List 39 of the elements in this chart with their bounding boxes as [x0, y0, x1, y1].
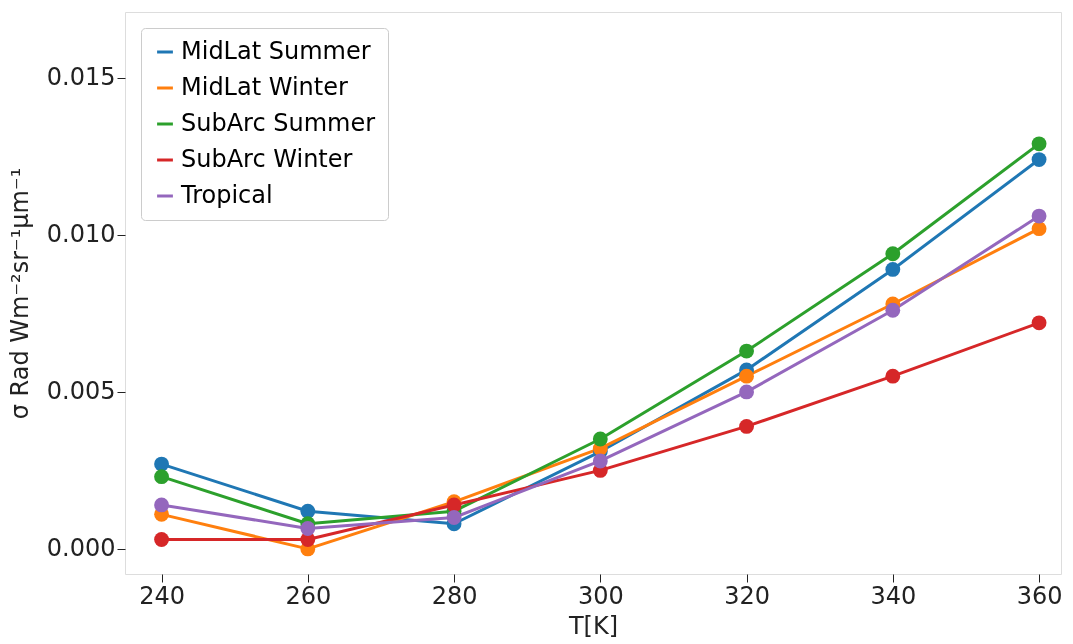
x-tick-label: 320	[724, 581, 770, 610]
point	[300, 503, 316, 519]
x-tick-label: 340	[870, 581, 917, 610]
x-axis-title: T[K]	[567, 611, 619, 640]
x-tick-label: 300	[577, 581, 624, 610]
point	[1031, 208, 1047, 224]
legend-label: SubArc Summer	[181, 109, 376, 137]
point	[885, 262, 901, 277]
y-tick-label: 0.010	[46, 220, 116, 249]
point	[1031, 136, 1047, 152]
point	[1031, 315, 1047, 331]
point	[592, 431, 608, 447]
y-tick-label: 0.015	[46, 63, 116, 92]
legend-label: MidLat Summer	[181, 37, 371, 65]
point	[739, 419, 754, 434]
point	[885, 246, 901, 262]
point	[154, 469, 169, 485]
point	[154, 456, 169, 472]
point	[300, 521, 316, 536]
point	[154, 497, 169, 513]
legend-label: SubArc Winter	[181, 145, 353, 173]
x-tick-label: 240	[139, 581, 185, 610]
point	[739, 384, 754, 400]
point	[739, 368, 754, 384]
x-tick-label: 260	[285, 581, 332, 610]
legend-label: Tropical	[180, 181, 273, 209]
point	[154, 532, 169, 547]
y-tick-label: 0.005	[46, 377, 116, 406]
point	[885, 302, 901, 318]
point	[1031, 152, 1047, 167]
x-tick-label: 360	[1016, 581, 1063, 610]
legend-label: MidLat Winter	[181, 73, 348, 101]
y-tick-label: 0.000	[46, 534, 116, 563]
y-axis-title: σ Rad Wm⁻²sr⁻¹μm⁻¹	[5, 167, 34, 420]
point	[446, 510, 462, 525]
point	[885, 368, 901, 384]
point	[739, 343, 754, 359]
x-tick-label: 280	[431, 581, 478, 610]
point	[1031, 221, 1047, 237]
